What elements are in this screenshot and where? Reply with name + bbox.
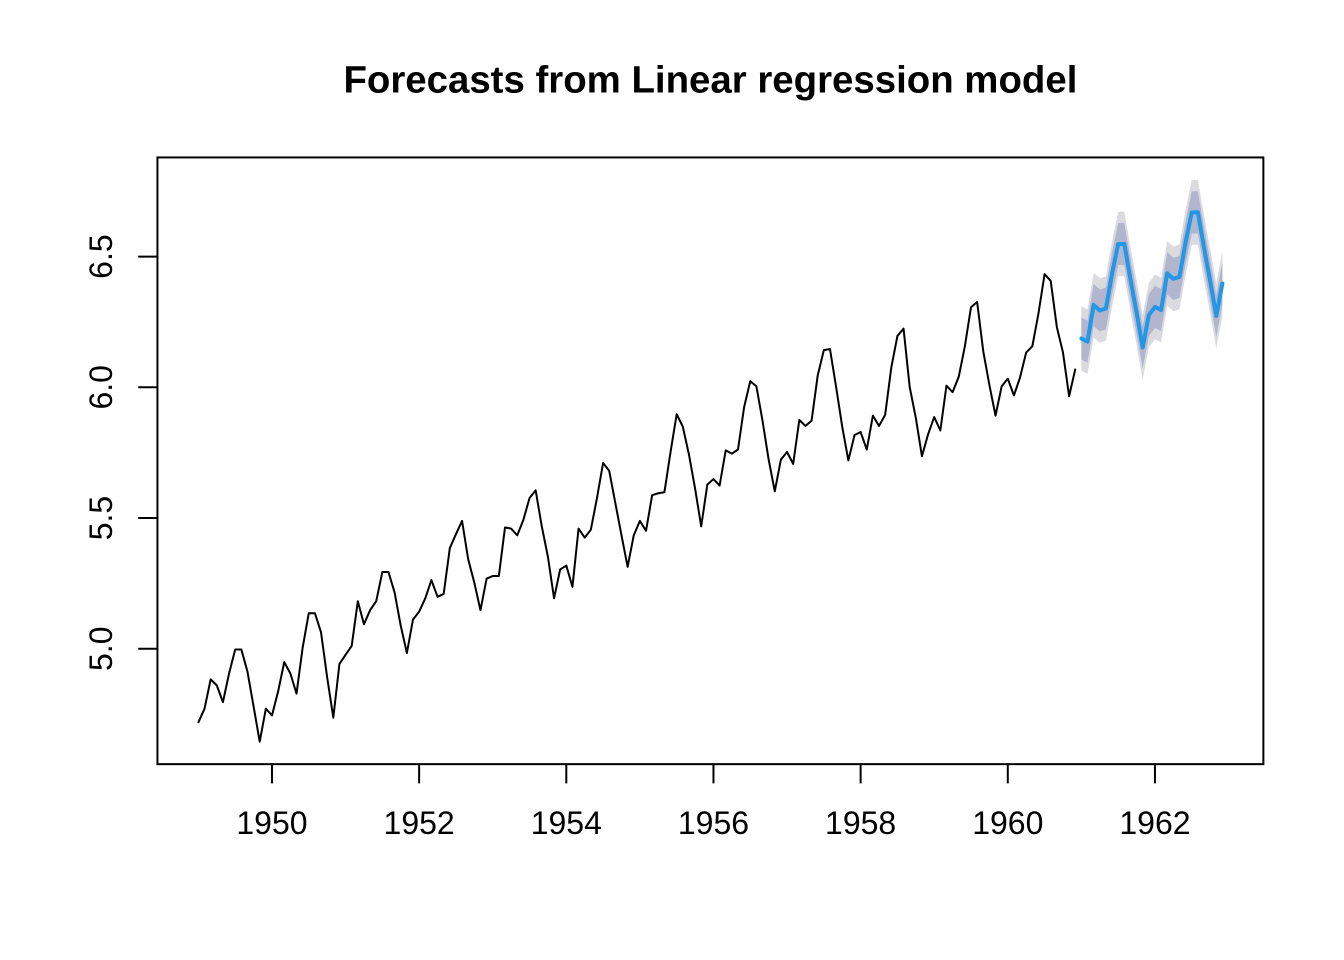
svg-text:1962: 1962 — [1119, 805, 1190, 841]
svg-text:Forecasts from Linear regressi: Forecasts from Linear regression model — [343, 59, 1077, 102]
svg-text:5.5: 5.5 — [83, 496, 119, 540]
svg-text:6.0: 6.0 — [83, 365, 119, 409]
svg-text:1952: 1952 — [384, 805, 455, 841]
svg-text:1950: 1950 — [236, 805, 307, 841]
svg-text:5.0: 5.0 — [83, 626, 119, 670]
svg-text:1956: 1956 — [678, 805, 749, 841]
svg-text:1960: 1960 — [972, 805, 1043, 841]
svg-text:1958: 1958 — [825, 805, 896, 841]
svg-text:1954: 1954 — [531, 805, 602, 841]
svg-text:6.5: 6.5 — [83, 234, 119, 278]
